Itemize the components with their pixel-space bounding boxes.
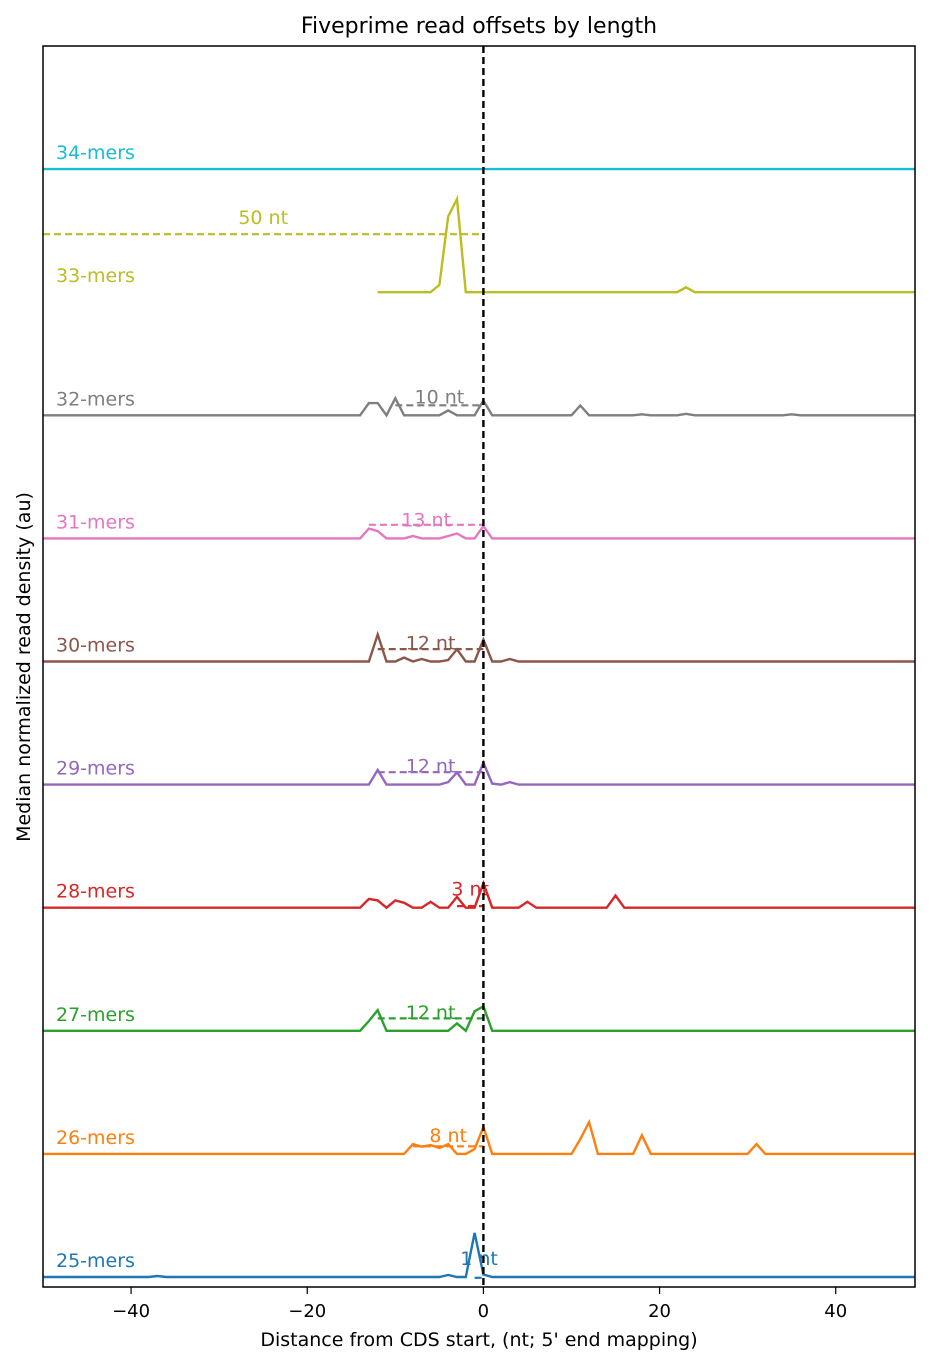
series-32-mers: 32-mers 10 nt xyxy=(43,386,915,418)
series-line-28-mers xyxy=(43,879,915,910)
series-33-mers: 33-mers 50 nt xyxy=(43,194,915,294)
offset-label-29-mers: 12 nt xyxy=(406,756,456,778)
offset-label-28-mers: 3 nt xyxy=(451,879,489,901)
series-label-25-mers: 25-mers xyxy=(56,1250,135,1272)
series-line-29-mers xyxy=(43,759,915,786)
series-label-27-mers: 27-mers xyxy=(56,1004,135,1026)
offset-label-32-mers: 10 nt xyxy=(415,386,465,408)
series-line-33-mers xyxy=(377,194,915,294)
offset-label-25-mers: 1 nt xyxy=(460,1248,498,1270)
series-line-32-mers xyxy=(43,395,915,418)
y-axis-label: Median normalized read density (au) xyxy=(13,492,35,842)
series-28-mers: 28-mers 3 nt xyxy=(43,879,915,910)
series-label-26-mers: 26-mers xyxy=(56,1127,135,1149)
x-tick-label: −40 xyxy=(112,1301,150,1322)
series-label-29-mers: 29-mers xyxy=(56,758,135,780)
offset-label-33-mers: 50 nt xyxy=(238,207,288,229)
series-label-34-mers: 34-mers xyxy=(56,142,135,164)
offset-label-30-mers: 12 nt xyxy=(406,633,456,655)
x-tick-label: 20 xyxy=(648,1301,671,1322)
x-axis: −40 −20 0 20 40 xyxy=(112,1287,847,1322)
series-label-28-mers: 28-mers xyxy=(56,881,135,903)
series-26-mers: 26-mers 8 nt xyxy=(43,1118,915,1156)
series-line-31-mers xyxy=(43,524,915,540)
offset-label-26-mers: 8 nt xyxy=(429,1125,467,1147)
series-label-31-mers: 31-mers xyxy=(56,511,135,533)
series-line-25-mers xyxy=(43,1232,915,1279)
series-27-mers: 27-mers 12 nt xyxy=(43,1002,915,1033)
plot-frame xyxy=(42,45,916,1288)
series-label-33-mers: 33-mers xyxy=(56,265,135,287)
x-tick-label: −20 xyxy=(288,1301,326,1322)
series-30-mers: 30-mers 12 nt xyxy=(43,630,915,663)
series-31-mers: 31-mers 13 nt xyxy=(43,509,915,540)
offset-label-27-mers: 12 nt xyxy=(406,1002,456,1024)
plot-area: 25-mers 1 nt 26-mers 8 nt 27-mers 12 nt 28-mer… xyxy=(43,46,915,1287)
series-34-mers: 34-mers xyxy=(43,142,915,171)
offset-label-31-mers: 13 nt xyxy=(401,509,451,531)
series-label-30-mers: 30-mers xyxy=(56,635,135,657)
x-axis-label: Distance from CDS start, (nt; 5' end map… xyxy=(260,1329,697,1351)
series-25-mers: 25-mers 1 nt xyxy=(43,1232,915,1279)
series-line-30-mers xyxy=(43,630,915,663)
series-29-mers: 29-mers 12 nt xyxy=(43,756,915,786)
x-tick-label: 0 xyxy=(478,1301,489,1322)
x-tick-label: 40 xyxy=(824,1301,847,1322)
chart-title: Fiveprime read offsets by length xyxy=(301,14,657,39)
series-label-32-mers: 32-mers xyxy=(56,388,135,410)
series-line-27-mers xyxy=(43,1004,915,1033)
